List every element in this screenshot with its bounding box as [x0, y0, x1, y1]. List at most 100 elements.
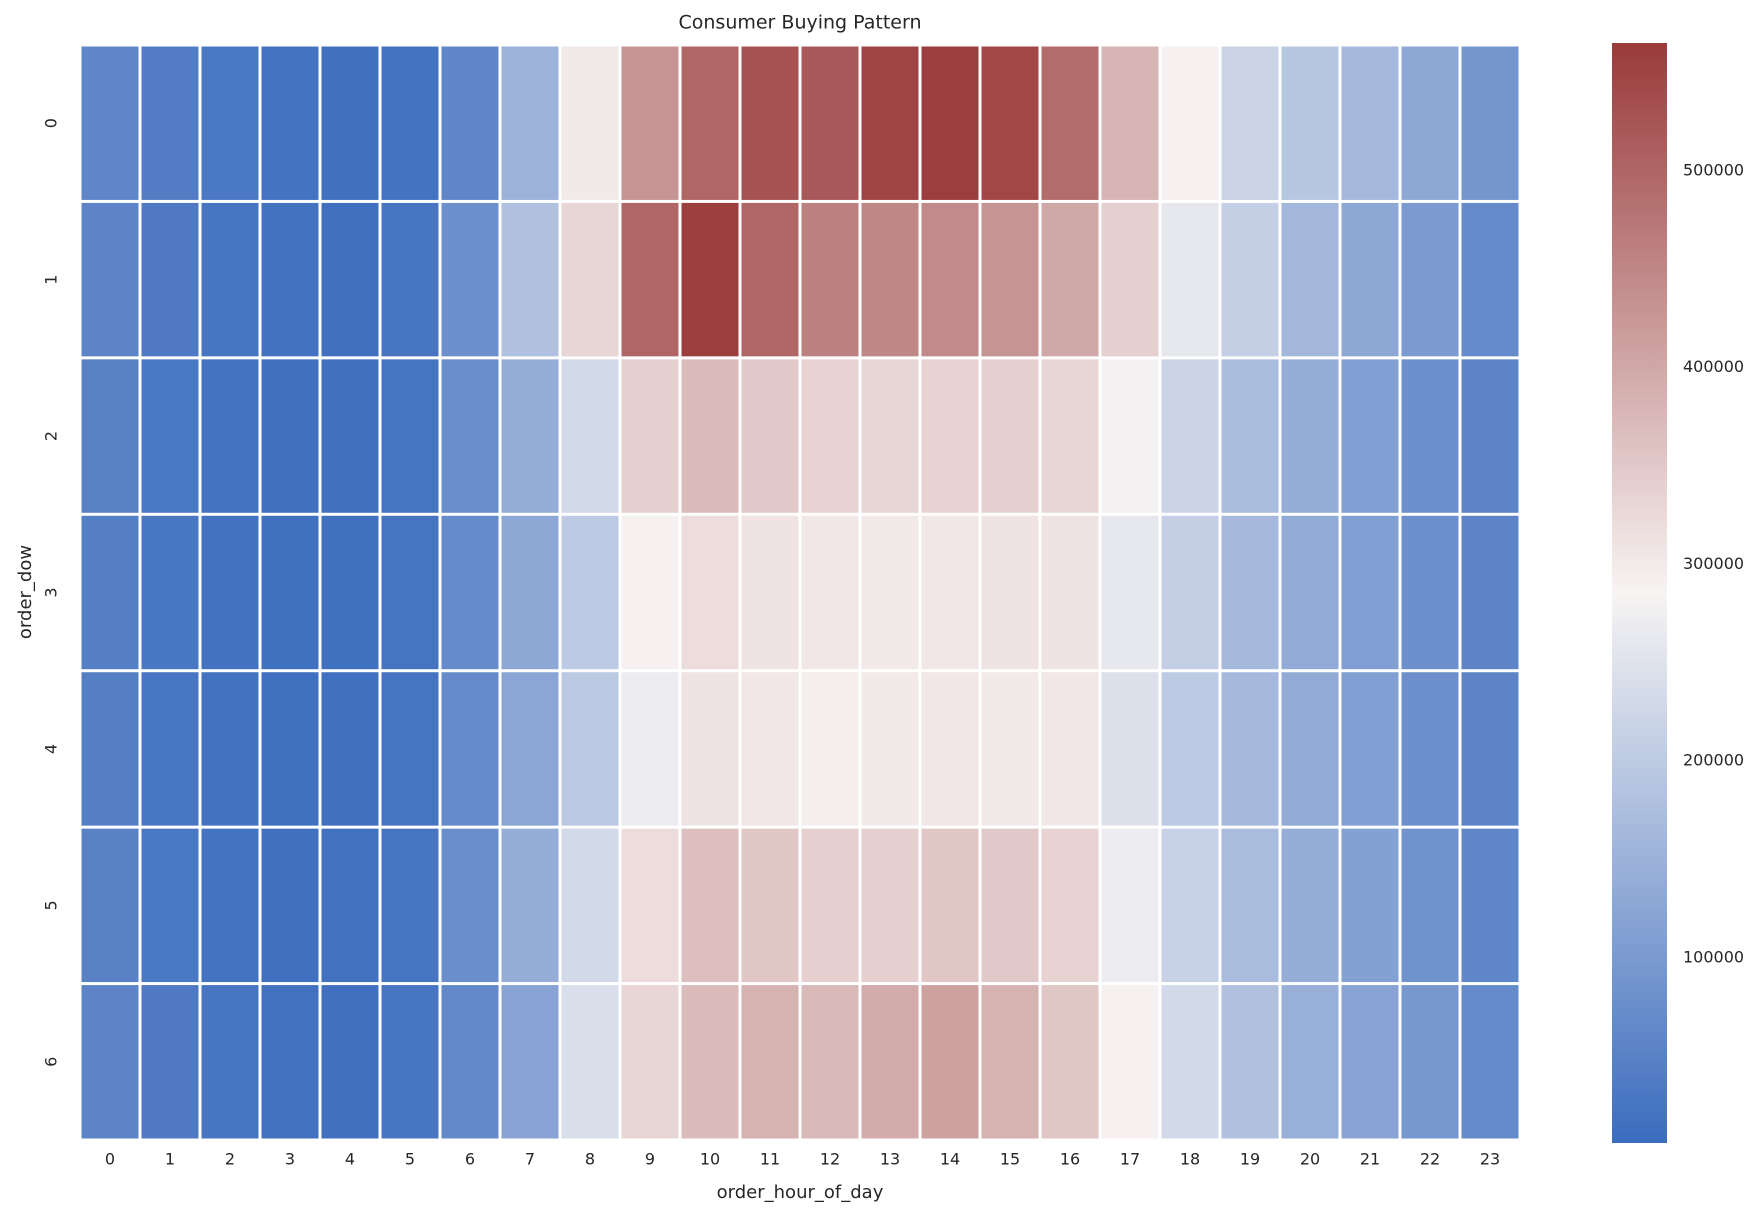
heatmap-cell [501, 202, 559, 357]
heatmap-cell [441, 46, 499, 200]
x-tick-label: 16 [1060, 1150, 1080, 1169]
heatmap-cell [1401, 46, 1459, 200]
heatmap-cell [441, 202, 499, 357]
x-tick-label: 13 [880, 1150, 900, 1169]
x-tick-label: 6 [465, 1150, 475, 1169]
heatmap-cell [1041, 359, 1099, 513]
heatmap-cell [1161, 359, 1219, 513]
heatmap-cell [441, 672, 499, 826]
heatmap-cell [141, 359, 199, 513]
heatmap-cell [1341, 515, 1399, 670]
heatmap-cell [561, 515, 619, 670]
heatmap-cell [681, 359, 739, 513]
heatmap-cell [1221, 985, 1279, 1139]
heatmap-cell [261, 202, 319, 357]
y-tick-label: 4 [42, 744, 61, 754]
heatmap-cell [141, 515, 199, 670]
x-tick-label: 1 [165, 1150, 175, 1169]
heatmap-cell [921, 359, 979, 513]
heatmap-cell [321, 985, 379, 1139]
x-tick-label: 10 [700, 1150, 720, 1169]
heatmap-cell [1401, 828, 1459, 983]
heatmap-cell [981, 828, 1039, 983]
heatmap-cell [921, 515, 979, 670]
heatmap-cell [381, 515, 439, 670]
heatmap-cell [741, 46, 799, 200]
heatmap-cell [801, 828, 859, 983]
heatmap-cell [1401, 672, 1459, 826]
heatmap-cell [1461, 515, 1519, 670]
heatmap-cell [561, 828, 619, 983]
heatmap-cell [1341, 672, 1399, 826]
heatmap-cell [741, 515, 799, 670]
heatmap-cell [201, 828, 259, 983]
heatmap-cell [621, 46, 679, 200]
heatmap-cell [561, 202, 619, 357]
chart-title: Consumer Buying Pattern [678, 12, 921, 34]
heatmap-cell [441, 359, 499, 513]
heatmap-cell [321, 46, 379, 200]
heatmap-cell [1221, 359, 1279, 513]
heatmap-cell [1281, 515, 1339, 670]
y-tick-label: 0 [42, 118, 61, 128]
heatmap-cell [1221, 46, 1279, 200]
heatmap-cell [621, 985, 679, 1139]
heatmap-cell [1101, 985, 1159, 1139]
heatmap-cell [381, 985, 439, 1139]
heatmap-cell [81, 985, 139, 1139]
heatmap-cell [381, 359, 439, 513]
heatmap-cell [561, 985, 619, 1139]
heatmap-cell [141, 202, 199, 357]
heatmap-cell [741, 985, 799, 1139]
heatmap-cell [321, 672, 379, 826]
heatmap-cell [1341, 46, 1399, 200]
heatmap-cell [921, 202, 979, 357]
heatmap-cell [741, 359, 799, 513]
colorbar [1612, 43, 1667, 1143]
heatmap-cell [1041, 985, 1099, 1139]
heatmap-cell [201, 202, 259, 357]
colorbar-tick-label: 300000 [1683, 554, 1744, 573]
heatmap-cell [681, 515, 739, 670]
heatmap-cell [801, 202, 859, 357]
heatmap-cell [1401, 515, 1459, 670]
heatmap-cell [441, 828, 499, 983]
heatmap-cell [1041, 672, 1099, 826]
heatmap-cell [981, 985, 1039, 1139]
heatmap-cell [321, 359, 379, 513]
heatmap-cell [681, 828, 739, 983]
heatmap-cell [1161, 202, 1219, 357]
heatmap-cell [621, 672, 679, 826]
heatmap-cell [861, 359, 919, 513]
heatmap-cell [321, 828, 379, 983]
heatmap-cell [1401, 359, 1459, 513]
heatmap-cell [1401, 202, 1459, 357]
x-tick-label: 4 [345, 1150, 355, 1169]
heatmap-cell [801, 672, 859, 826]
heatmap-cell [1221, 828, 1279, 983]
heatmap-cell [681, 46, 739, 200]
heatmap-cell [1101, 46, 1159, 200]
heatmap-cell [381, 828, 439, 983]
x-tick-label: 7 [525, 1150, 535, 1169]
heatmap-cell [1401, 985, 1459, 1139]
heatmap-cell [201, 46, 259, 200]
heatmap-cell [1281, 46, 1339, 200]
heatmap-cell [921, 672, 979, 826]
heatmap-cell [381, 46, 439, 200]
heatmap-cell [141, 828, 199, 983]
heatmap-cell [1161, 515, 1219, 670]
heatmap-cell [561, 359, 619, 513]
heatmap-cell [261, 828, 319, 983]
heatmap-cell [981, 46, 1039, 200]
x-tick-label: 17 [1120, 1150, 1140, 1169]
heatmap-cell [1101, 672, 1159, 826]
heatmap-cell [1101, 202, 1159, 357]
x-tick-label: 22 [1420, 1150, 1440, 1169]
heatmap-cell [861, 985, 919, 1139]
heatmap-cell [1281, 359, 1339, 513]
x-tick-label: 18 [1180, 1150, 1200, 1169]
y-tick-label: 1 [42, 275, 61, 285]
heatmap-cell [141, 672, 199, 826]
